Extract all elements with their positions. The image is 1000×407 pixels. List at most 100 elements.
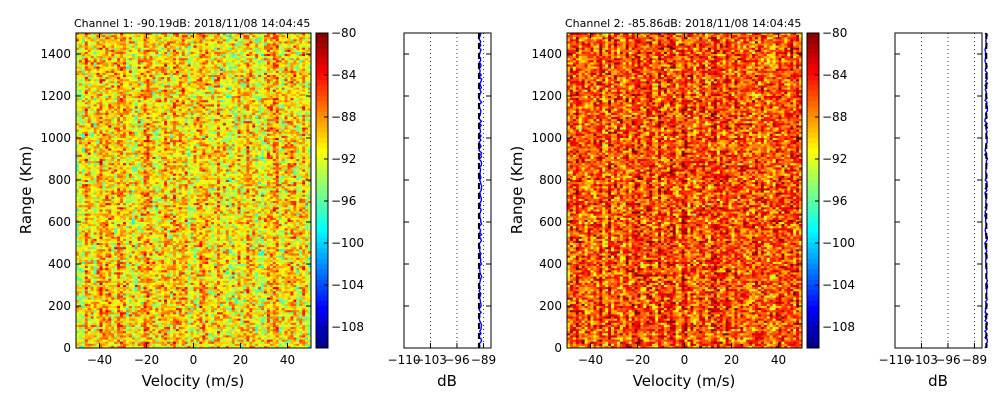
heatmap-cell xyxy=(281,72,285,76)
heatmap-cell xyxy=(266,81,271,84)
heatmap-cell xyxy=(246,142,250,145)
heatmap-cell xyxy=(246,83,250,86)
heatmap-cell xyxy=(305,79,309,82)
heatmap-cell xyxy=(123,77,127,80)
heatmap-cell xyxy=(76,51,80,55)
heatmap-cell xyxy=(102,98,106,101)
heatmap-cell xyxy=(76,91,80,95)
heatmap-cell xyxy=(214,89,218,93)
heatmap-cell xyxy=(196,150,200,154)
heatmap-cell xyxy=(237,79,241,82)
heatmap-cell xyxy=(281,161,285,164)
heatmap-cell xyxy=(84,54,89,57)
heatmap-cell xyxy=(128,89,133,93)
heatmap-cell xyxy=(272,60,277,63)
heatmap-cell xyxy=(187,102,191,105)
heatmap-cell xyxy=(161,66,165,70)
heatmap-cell xyxy=(175,156,180,160)
heatmap-cell xyxy=(219,87,224,91)
heatmap-cell xyxy=(111,41,115,44)
heatmap-cell xyxy=(299,127,303,130)
heatmap-cell xyxy=(258,93,262,97)
heatmap-cell xyxy=(214,100,218,103)
heatmap-cell xyxy=(190,154,194,158)
heatmap-cell xyxy=(184,144,188,147)
heatmap-cell xyxy=(158,127,162,130)
heatmap-cell xyxy=(178,81,183,84)
heatmap-cell xyxy=(196,83,200,86)
heatmap-cell xyxy=(281,119,285,122)
heatmap-cell xyxy=(302,148,306,151)
heatmap-cell xyxy=(131,104,136,107)
heatmap-cell xyxy=(284,33,288,36)
heatmap-cell xyxy=(76,159,80,162)
heatmap-cell xyxy=(231,77,235,80)
heatmap-cell xyxy=(170,98,174,101)
heatmap-cell xyxy=(158,51,162,55)
heatmap-cell xyxy=(208,87,212,91)
heatmap-cell xyxy=(167,150,171,154)
heatmap-cell xyxy=(217,152,221,156)
heatmap-cell xyxy=(234,75,238,78)
heatmap-cell xyxy=(164,112,168,116)
heatmap-cell xyxy=(249,156,253,160)
heatmap-cell xyxy=(187,49,191,53)
heatmap-cell xyxy=(258,140,262,143)
heatmap-cell xyxy=(299,72,303,76)
heatmap-cell xyxy=(117,100,121,103)
heatmap-cell xyxy=(308,110,311,114)
heatmap-cell xyxy=(237,123,241,126)
heatmap-cell xyxy=(299,93,303,97)
heatmap-cell xyxy=(81,142,86,145)
heatmap-cell xyxy=(137,138,141,141)
heatmap-cell xyxy=(252,64,256,67)
heatmap-cell xyxy=(305,106,309,109)
heatmap-cell xyxy=(222,154,227,158)
heatmap-cell xyxy=(90,93,94,97)
heatmap-cell xyxy=(96,62,100,65)
heatmap-cell xyxy=(208,41,212,44)
heatmap-cell xyxy=(296,144,300,147)
heatmap-cell xyxy=(299,58,303,61)
heatmap-cell xyxy=(158,98,162,101)
heatmap-cell xyxy=(219,43,224,46)
heatmap-cell xyxy=(237,108,241,112)
heatmap-cell xyxy=(128,96,133,99)
heatmap-cell xyxy=(302,112,306,116)
heatmap-cell xyxy=(255,79,259,82)
heatmap-cell xyxy=(214,58,218,61)
heatmap-cell xyxy=(181,112,186,116)
heatmap-cell xyxy=(222,146,227,149)
heatmap-cell xyxy=(246,146,250,149)
heatmap-cell xyxy=(266,43,271,46)
heatmap-cell xyxy=(123,121,127,124)
heatmap-cell xyxy=(96,85,100,88)
heatmap-cell xyxy=(108,58,112,61)
heatmap-cell xyxy=(172,108,177,112)
heatmap-cell xyxy=(302,45,306,49)
heatmap-cell xyxy=(99,37,103,40)
heatmap-cell xyxy=(275,79,280,82)
heatmap-cell xyxy=(305,114,309,118)
heatmap-cell xyxy=(240,81,244,84)
heatmap-cell xyxy=(237,133,241,137)
heatmap-cell xyxy=(299,49,303,53)
heatmap-cell xyxy=(193,100,197,103)
heatmap-cell xyxy=(158,60,162,63)
heatmap-cell xyxy=(161,33,165,36)
heatmap-cell xyxy=(152,121,156,124)
heatmap-cell xyxy=(217,146,221,149)
heatmap-cell xyxy=(76,148,80,151)
heatmap-cell xyxy=(299,43,303,46)
heatmap-cell xyxy=(172,70,177,74)
heatmap-cell xyxy=(308,37,311,40)
heatmap-cell xyxy=(211,102,215,105)
heatmap-cell xyxy=(296,64,300,67)
heatmap-cell xyxy=(181,79,186,82)
heatmap-cell xyxy=(281,77,285,80)
heatmap-cell xyxy=(111,121,115,124)
heatmap-cell xyxy=(272,129,277,133)
heatmap-cell xyxy=(258,77,262,80)
heatmap-cell xyxy=(208,104,212,107)
heatmap-cell xyxy=(202,125,206,128)
